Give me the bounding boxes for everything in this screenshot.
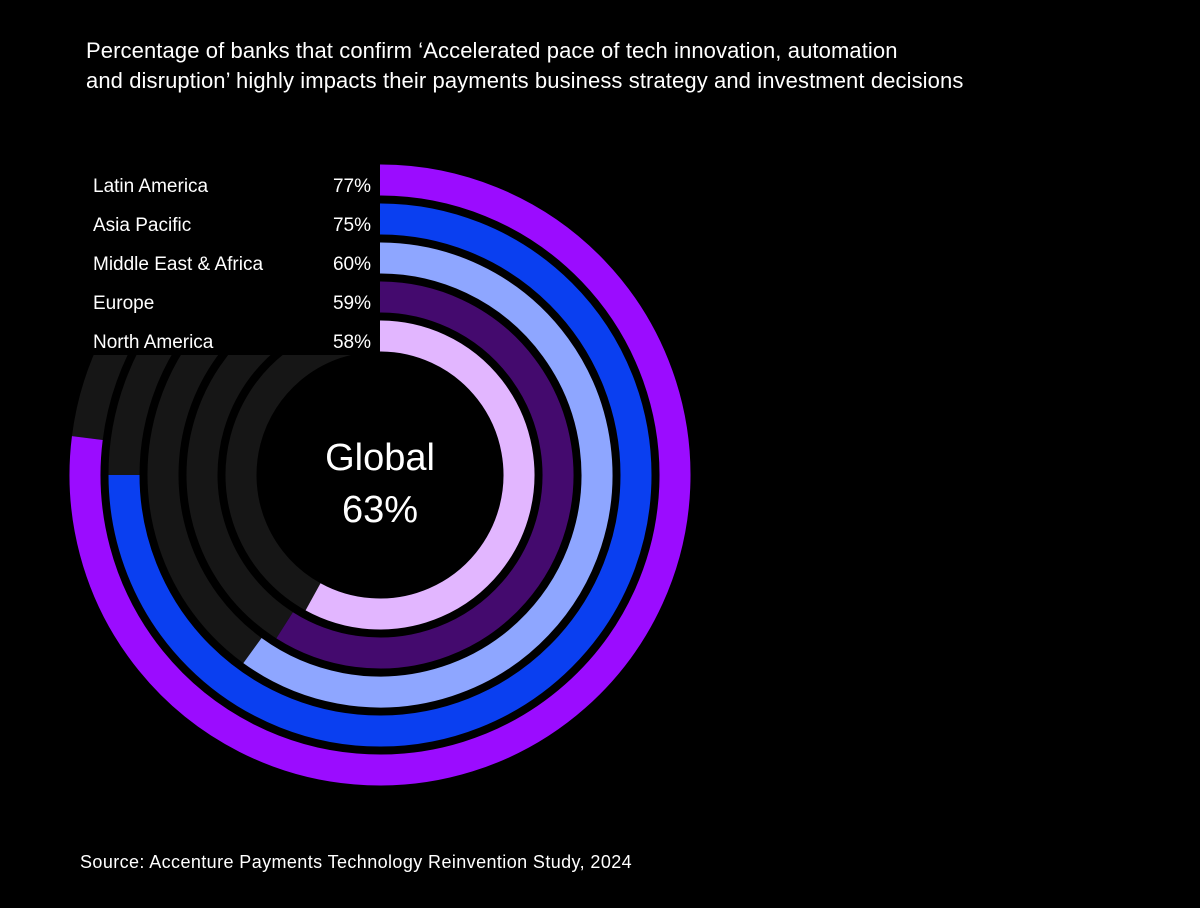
chart-title: Percentage of banks that confirm ‘Accele…	[86, 36, 1146, 96]
legend-label-asia-pacific: Asia Pacific	[93, 215, 191, 236]
value-label-europe: 59%	[333, 293, 371, 314]
value-label-middle-east-africa: 60%	[333, 254, 371, 275]
ring-arc-north-america	[305, 320, 535, 630]
center-heading: Global	[325, 437, 435, 479]
legend-label-middle-east-africa: Middle East & Africa	[93, 254, 263, 275]
chart-title-line-2: and disruption’ highly impacts their pay…	[86, 68, 964, 93]
value-label-latin-america: 77%	[333, 176, 371, 197]
label-area-background	[80, 160, 380, 355]
legend-label-latin-america: Latin America	[93, 176, 209, 197]
ring-arc-europe	[276, 281, 574, 669]
legend-label-north-america: North America	[93, 332, 214, 353]
value-label-asia-pacific: 75%	[333, 215, 371, 236]
center-value: 63%	[342, 489, 418, 531]
ring-arc-latin-america	[69, 164, 691, 786]
ring-arc-asia-pacific	[108, 203, 652, 747]
ring-arc-middle-east-africa	[243, 242, 613, 708]
value-label-north-america: 58%	[333, 332, 371, 353]
chart-title-line-1: Percentage of banks that confirm ‘Accele…	[86, 38, 898, 63]
legend-label-europe: Europe	[93, 293, 154, 314]
source-note: Source: Accenture Payments Technology Re…	[80, 852, 633, 872]
